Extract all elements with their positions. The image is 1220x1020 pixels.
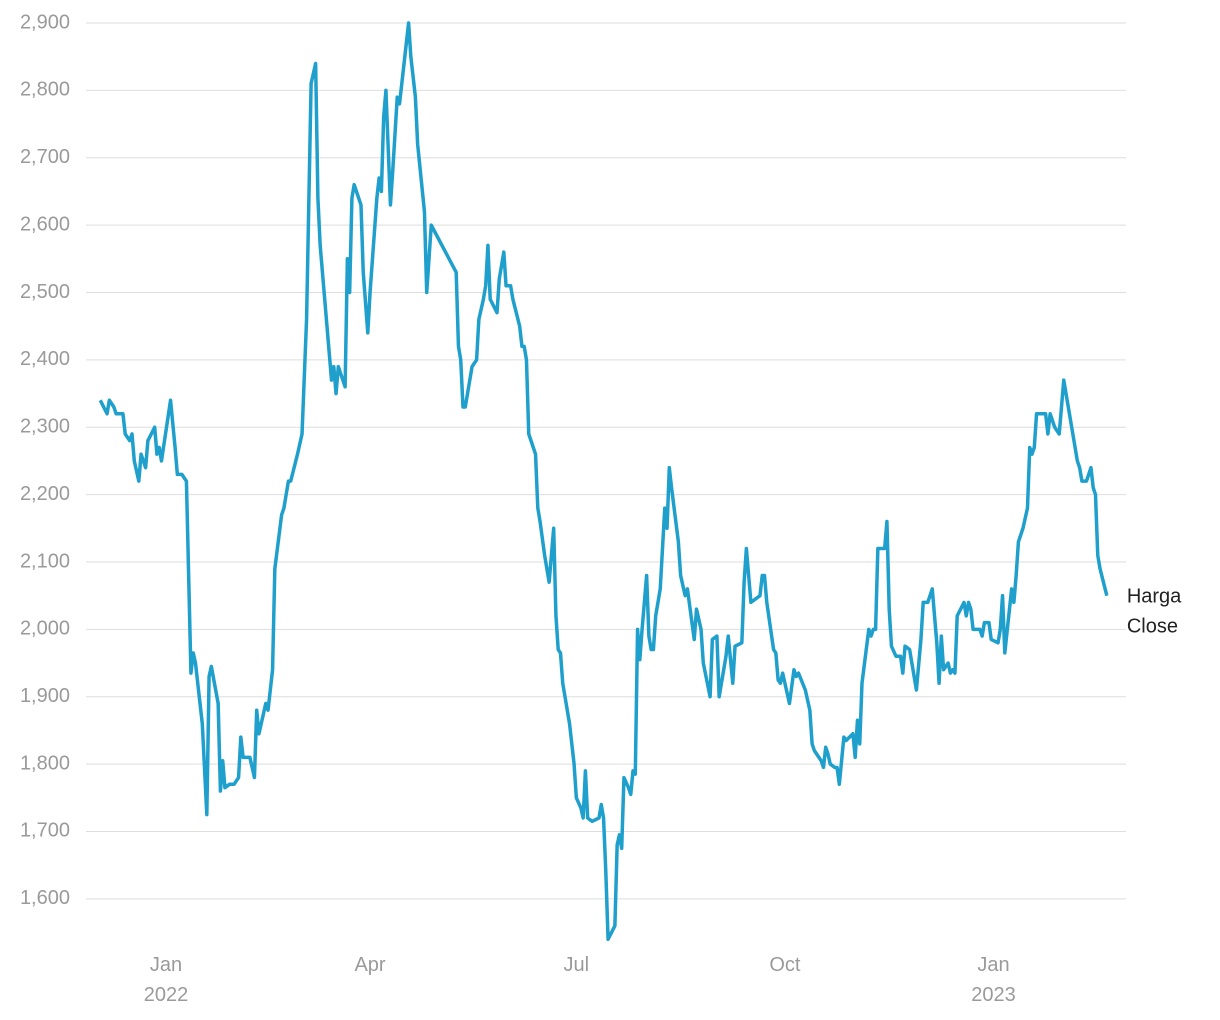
x-tick-label: Jan 2022 <box>144 954 189 1006</box>
series-label: Harga Close <box>1127 586 1182 638</box>
x-tick-label-line: 2022 <box>144 984 189 1006</box>
y-tick-label: 1,700 <box>20 820 70 842</box>
x-tick-label-line: Jan <box>977 954 1009 976</box>
x-tick-label: Jul <box>564 954 590 976</box>
x-tick-label-line: Apr <box>354 954 385 976</box>
x-tick-label-line: Jan <box>150 954 182 976</box>
x-tick-label: Oct <box>769 954 801 976</box>
y-tick-label: 2,200 <box>20 483 70 505</box>
x-tick-label-line: Oct <box>769 954 801 976</box>
y-tick-label: 2,600 <box>20 213 70 235</box>
y-tick-label: 2,900 <box>20 11 70 33</box>
y-tick-label: 2,700 <box>20 146 70 168</box>
y-tick-label: 1,800 <box>20 752 70 774</box>
y-tick-label: 1,900 <box>20 685 70 707</box>
x-tick-label: Apr <box>354 954 385 976</box>
x-tick-label: Jan 2023 <box>971 954 1016 1006</box>
y-tick-label: 1,600 <box>20 887 70 909</box>
series-label-line: Harga <box>1127 586 1182 608</box>
series-label-line: Close <box>1127 616 1178 638</box>
y-tick-label: 2,500 <box>20 281 70 303</box>
y-tick-label: 2,100 <box>20 550 70 572</box>
y-tick-label: 2,800 <box>20 79 70 101</box>
y-tick-label: 2,400 <box>20 348 70 370</box>
x-tick-label-line: 2023 <box>971 984 1016 1006</box>
y-tick-label: 2,000 <box>20 618 70 640</box>
price-line <box>98 21 1109 942</box>
x-tick-label-line: Jul <box>564 954 590 976</box>
y-tick-label: 2,300 <box>20 416 70 438</box>
